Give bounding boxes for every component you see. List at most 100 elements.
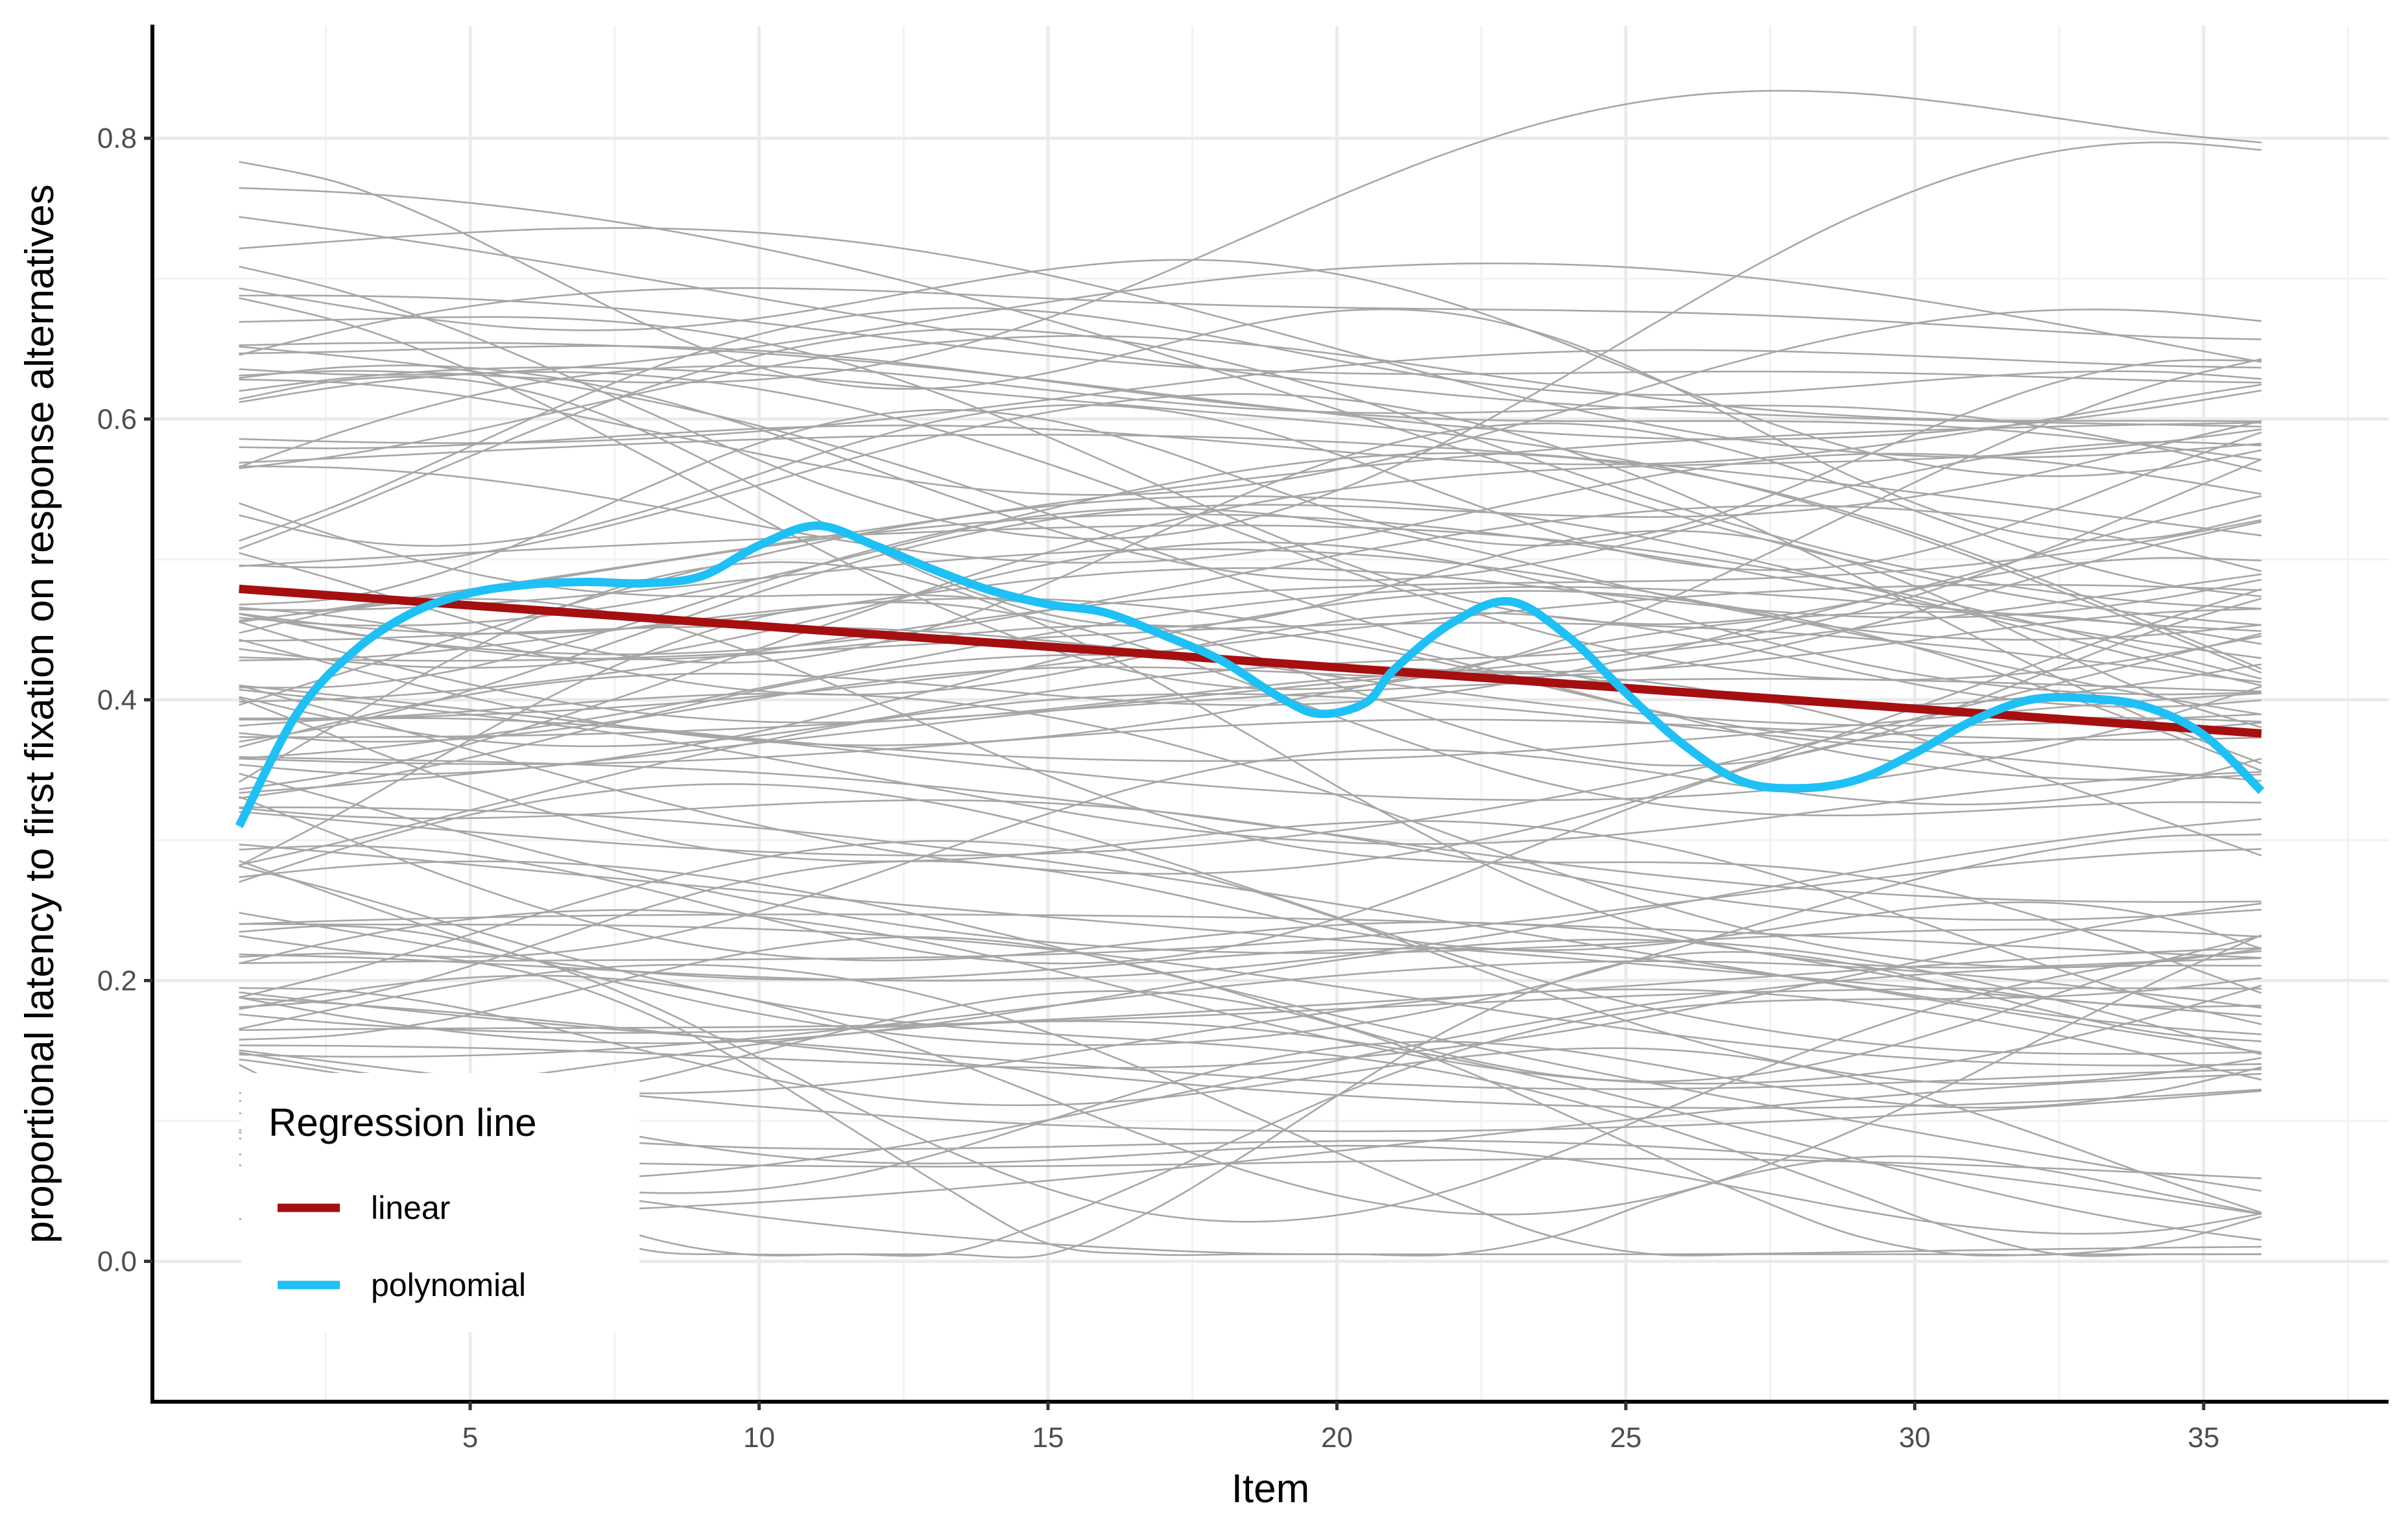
participant-line — [239, 987, 2262, 1214]
participant-line — [239, 697, 2262, 1026]
x-tick-label: 25 — [1610, 1422, 1641, 1454]
participant-line — [239, 297, 2262, 690]
x-tick-label: 30 — [1899, 1422, 1931, 1454]
participant-line — [239, 346, 2262, 707]
participant-line — [239, 262, 2262, 376]
participant-line — [239, 749, 2262, 958]
y-axis-title: proportional latency to first fixation o… — [18, 184, 62, 1244]
legend: Regression line linear polynomial — [241, 1073, 639, 1332]
participant-line — [239, 335, 2262, 469]
participant-line — [239, 541, 2262, 696]
participant-line — [239, 342, 2262, 441]
participant-line — [239, 519, 2262, 703]
participant-line — [239, 371, 2262, 681]
participant-line — [239, 716, 2262, 965]
participant-line — [239, 365, 2262, 472]
participant-line — [239, 601, 2262, 867]
series-line-polynomial — [235, 521, 2265, 829]
participant-line — [239, 428, 2262, 790]
participant-line — [239, 923, 2262, 1067]
participant-line — [239, 404, 2262, 571]
participant-line — [239, 216, 2262, 428]
participant-line — [239, 909, 2262, 1085]
participant-line — [239, 622, 2262, 683]
participant-line — [239, 840, 2262, 1085]
participant-line — [239, 678, 2262, 738]
participant-line — [239, 294, 2262, 384]
participant-line — [239, 507, 2262, 689]
participant-line — [239, 588, 2262, 875]
participant-line — [239, 756, 2262, 903]
participant-line — [239, 161, 2262, 541]
participant-line — [239, 818, 2262, 982]
participant-line — [239, 633, 2262, 856]
participant-line — [239, 307, 2262, 542]
legend-title: Regression line — [268, 1101, 537, 1144]
participant-line — [239, 606, 2262, 708]
participant-line — [239, 796, 2262, 1008]
participant-line — [239, 434, 2262, 537]
participant-line — [239, 860, 2262, 1192]
participant-line — [239, 585, 2262, 760]
participant-line — [239, 384, 2262, 466]
participant-line — [239, 557, 2262, 748]
legend-label-linear: linear — [371, 1190, 450, 1226]
participant-line — [239, 987, 2262, 1032]
x-tick-label: 35 — [2187, 1422, 2219, 1454]
participant-line — [239, 848, 2262, 964]
participant-line — [239, 1020, 2262, 1241]
participant-line — [239, 597, 2262, 781]
participant-line — [239, 504, 2262, 655]
participant-line — [239, 692, 2262, 969]
participant-line — [239, 689, 2262, 845]
participant-line — [239, 567, 2262, 635]
participant-line — [239, 345, 2262, 461]
series-line-linear — [239, 584, 2262, 738]
x-axis-ticks: 5 10 15 20 25 30 35 — [462, 1402, 2219, 1454]
participant-line — [239, 349, 2262, 444]
participant-line — [239, 187, 2262, 626]
y-tick-label: 0.4 — [97, 684, 137, 716]
x-axis-title: Item — [1232, 1467, 1310, 1511]
participant-line — [239, 925, 2262, 1223]
participant-line — [239, 598, 2262, 995]
participant-line — [239, 421, 2262, 623]
participant-line — [239, 902, 2262, 1069]
participant-line — [239, 934, 2262, 1216]
participant-line — [239, 458, 2262, 748]
participant-line — [239, 833, 2262, 1046]
participant-line — [239, 934, 2262, 1083]
participant-line — [239, 287, 2262, 356]
x-tick-label: 5 — [462, 1422, 478, 1454]
y-tick-label: 0.2 — [97, 965, 137, 996]
participant-line — [239, 963, 2262, 1256]
x-tick-label: 20 — [1321, 1422, 1353, 1454]
participant-line — [239, 316, 2262, 626]
participant-line — [239, 259, 2262, 477]
participant-line — [239, 912, 2262, 1035]
participant-line — [239, 772, 2262, 954]
y-axis-ticks: 0.0 0.2 0.4 0.6 0.8 — [97, 123, 152, 1277]
regression-lines — [235, 521, 2265, 829]
x-tick-label: 15 — [1032, 1422, 1064, 1454]
y-tick-label: 0.0 — [97, 1245, 137, 1277]
y-tick-label: 0.6 — [97, 403, 137, 435]
participant-line — [239, 783, 2262, 1055]
participant-line — [239, 513, 2262, 659]
x-tick-label: 10 — [743, 1422, 775, 1454]
participant-line — [239, 860, 2262, 1008]
participant-line — [239, 865, 2261, 1257]
participant-line — [239, 422, 2262, 664]
participant-line — [239, 309, 2262, 496]
participant-line — [239, 685, 2262, 801]
participant-line — [239, 227, 2262, 458]
participant-line — [239, 453, 2262, 564]
participant-line — [239, 548, 2262, 716]
participant-line — [239, 141, 2262, 540]
y-tick-label: 0.8 — [97, 123, 137, 154]
legend-label-polynomial: polynomial — [371, 1267, 526, 1303]
participant-line — [239, 913, 2262, 959]
participant-line — [239, 364, 2262, 582]
participant-line — [239, 952, 2262, 1256]
